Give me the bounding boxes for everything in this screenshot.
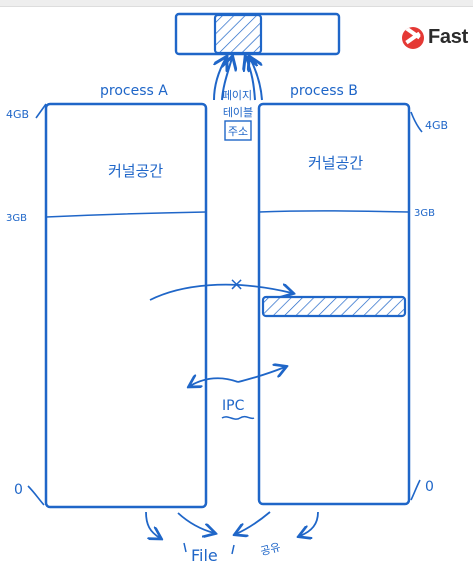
page-table-label-line-1: 페이지: [222, 89, 252, 102]
blocked-access-arrow: ×: [149, 274, 292, 301]
blocked-mark: ×: [229, 274, 244, 295]
process-b-bottom-label: 0: [425, 479, 434, 495]
brand-logo: Fast: [402, 26, 468, 49]
window-top-strip: [0, 0, 473, 7]
process-a-top-tick: [35, 103, 47, 119]
file-quote-right: [231, 544, 235, 555]
brand-name: Fast: [428, 26, 468, 48]
process-a-bottom-label: 0: [14, 482, 23, 498]
process-b-kernel-boundary: [258, 210, 410, 213]
process-b-bottom-tick: [410, 479, 421, 501]
file-quote-left: [183, 542, 187, 553]
page-table-arrows: [213, 58, 263, 101]
process-b-shared-region: [261, 295, 407, 318]
file-label: File: [191, 546, 218, 565]
process-b-boundary-label: 3GB: [414, 208, 435, 219]
process-b-top-label: 4GB: [425, 119, 448, 132]
process-b-top-tick: [410, 111, 423, 133]
page-table-hatched-entry: [213, 13, 263, 55]
page-table-label-box: [224, 120, 252, 141]
page-table-label: 페이지 테이블 주소: [222, 89, 253, 141]
process-a-title: process A: [100, 83, 168, 99]
page-table-box: [174, 12, 341, 56]
process-b: process B 4GB 커널공간 3GB 0: [257, 83, 448, 506]
process-a-bottom-tick: [27, 485, 45, 506]
process-a: process A 4GB 커널공간 3GB 0: [6, 83, 208, 509]
process-b-memory-box: [257, 102, 411, 506]
ipc-label: IPC: [222, 398, 245, 414]
file-share-arrows: [145, 511, 319, 538]
brand-mark-icon: [402, 26, 424, 49]
process-b-kernel-label: 커널공간: [308, 154, 363, 172]
shared-label: 공유: [259, 541, 282, 559]
process-b-title: process B: [290, 83, 358, 99]
process-a-boundary-label: 3GB: [6, 213, 27, 224]
ipc-underline: [221, 415, 255, 420]
process-a-kernel-label: 커널공간: [108, 162, 163, 180]
page-table-label-line-3: 주소: [228, 125, 248, 138]
ipc-arrows: [190, 367, 285, 386]
process-a-memory-box: [44, 102, 208, 509]
process-a-top-label: 4GB: [6, 108, 29, 121]
page-table-label-line-2: 테이블: [223, 106, 253, 119]
process-a-kernel-boundary: [45, 211, 207, 218]
